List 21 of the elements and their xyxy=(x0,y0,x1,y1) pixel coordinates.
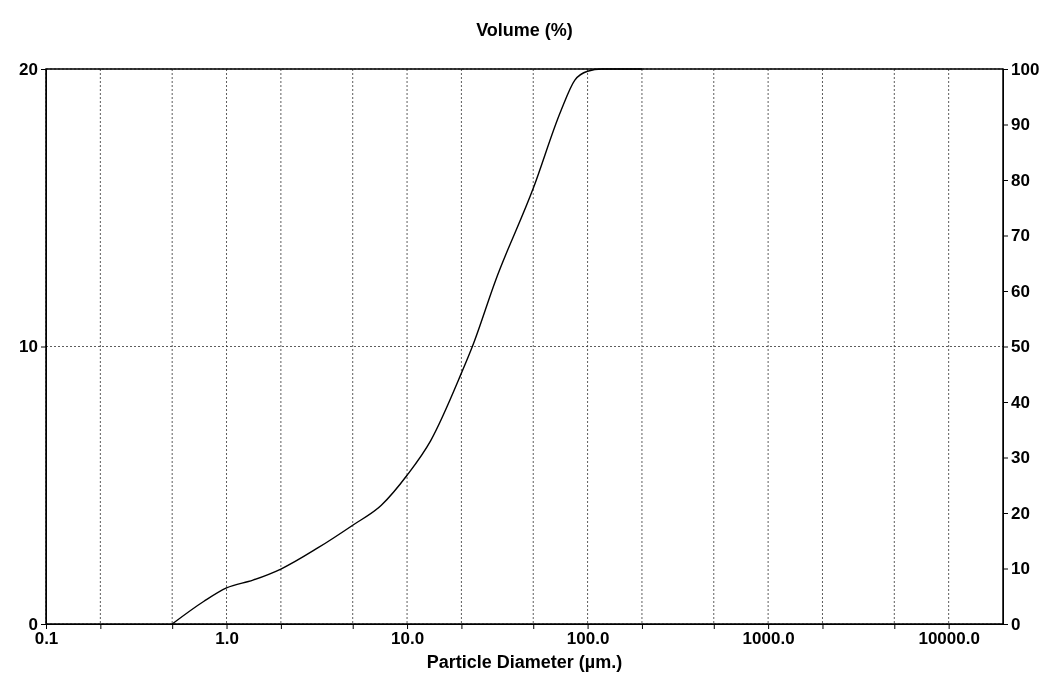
y2-tick-label: 100 xyxy=(1011,59,1040,79)
x-axis-title: Particle Diameter (µm.) xyxy=(426,652,623,672)
x-tick-label: 10000.0 xyxy=(918,629,980,649)
y2-tick-label: 50 xyxy=(1011,337,1030,357)
y2-tick-label: 30 xyxy=(1011,448,1030,468)
y2-tick-label: 60 xyxy=(1011,281,1030,301)
y2-tick-label: 0 xyxy=(1011,614,1021,634)
y2-tick-label: 70 xyxy=(1011,226,1030,246)
x-tick-label: 0.1 xyxy=(34,629,59,649)
x-tick-label: 1.0 xyxy=(215,629,239,649)
x-tick-label: 1000.0 xyxy=(742,629,795,649)
x-tick-label: 100.0 xyxy=(566,629,610,649)
y2-tick-label: 90 xyxy=(1011,115,1030,135)
y-tick-label: 10 xyxy=(19,337,38,357)
y-tick-label: 20 xyxy=(19,59,38,79)
chart-title: Volume (%) xyxy=(476,20,573,40)
y2-tick-label: 40 xyxy=(1011,392,1030,412)
x-tick-label: 10.0 xyxy=(391,629,425,649)
y2-tick-label: 20 xyxy=(1011,503,1030,523)
y2-tick-label: 80 xyxy=(1011,170,1030,190)
y2-tick-label: 10 xyxy=(1011,559,1030,579)
